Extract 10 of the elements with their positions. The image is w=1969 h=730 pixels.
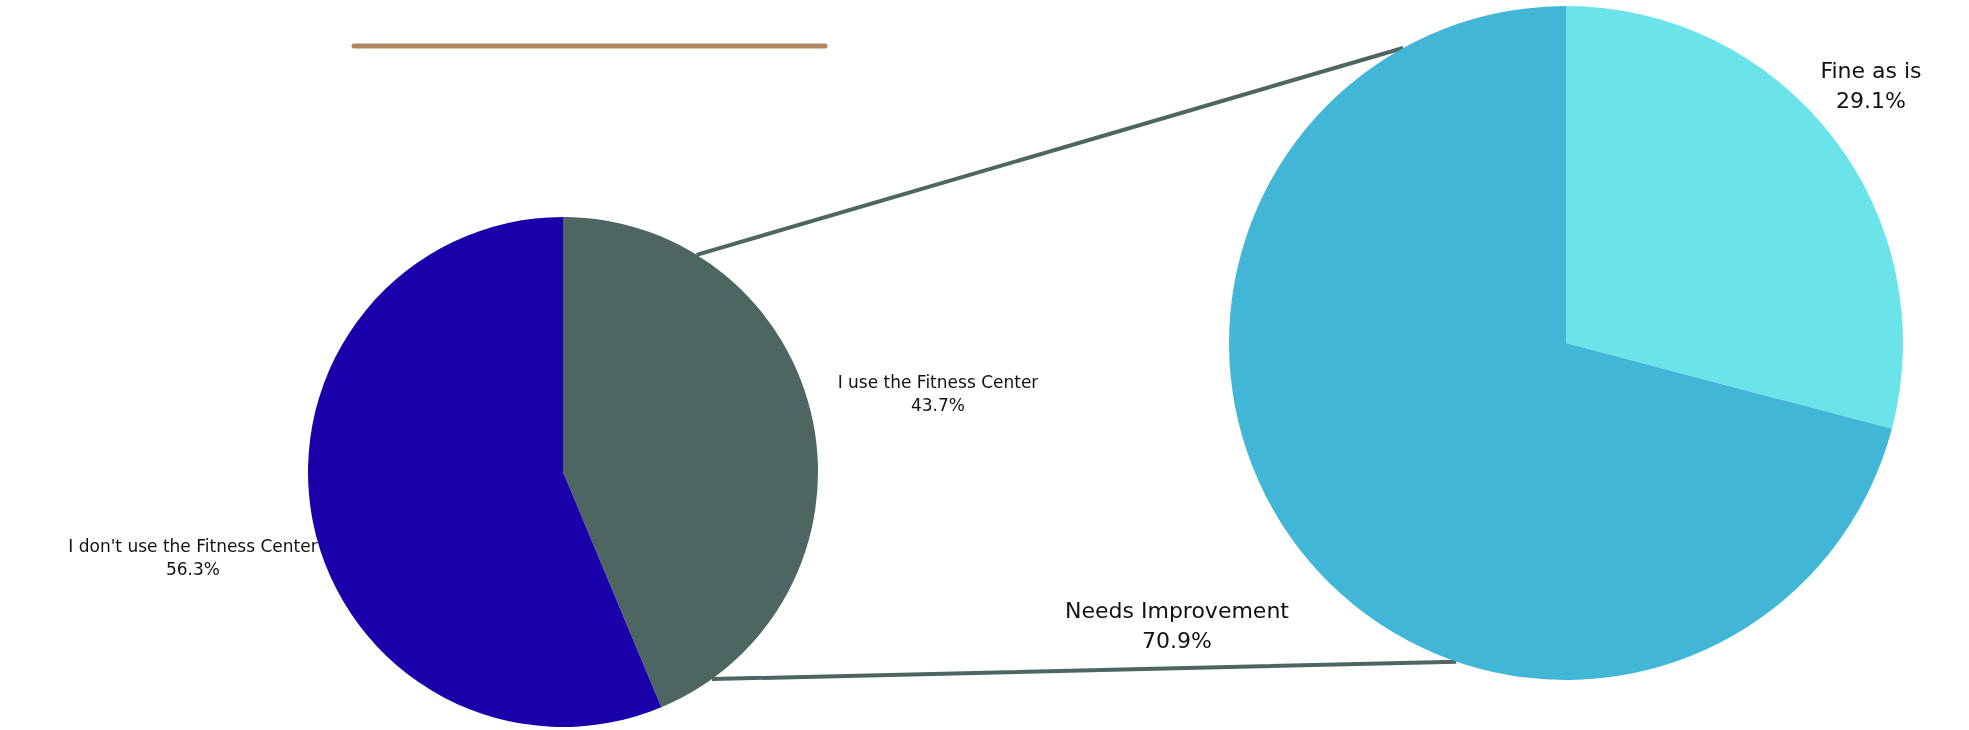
data-label: 56.3%	[165, 558, 221, 579]
slice-label: Fine as is	[1820, 58, 1922, 83]
data-label: 70.9%	[1142, 627, 1212, 653]
slice-label: I use the Fitness Center	[837, 372, 1039, 392]
slice-label: Needs Improvement	[1065, 598, 1290, 623]
pie-slice	[1566, 6, 1903, 429]
pie-slice	[563, 217, 818, 708]
slice-label: I don't use the Fitness Center	[68, 536, 318, 556]
data-label: 29.1%	[1836, 87, 1906, 113]
data-label: 43.7%	[910, 394, 966, 415]
